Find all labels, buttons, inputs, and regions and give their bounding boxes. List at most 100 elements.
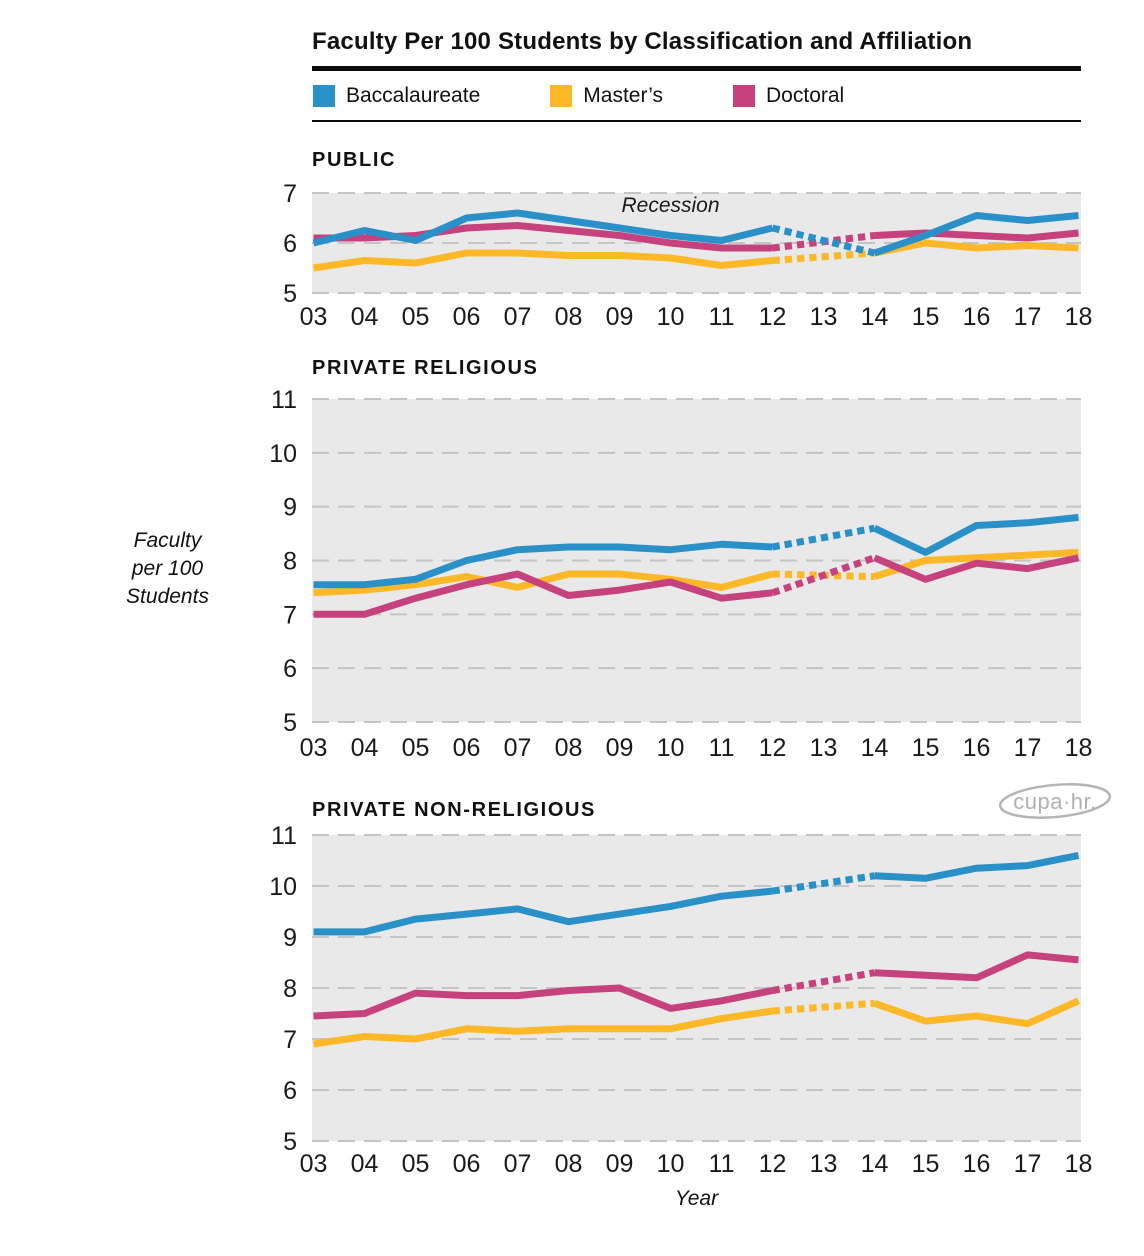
logo-text: cupa·hr.: [1013, 789, 1097, 814]
x-tick-label: 17: [1014, 303, 1042, 331]
legend-item-label: Baccalaureate: [346, 84, 481, 107]
x-tick-label: 10: [657, 734, 685, 762]
x-tick-label: 04: [351, 303, 379, 331]
series-baccalaureate-solid: [312, 209, 774, 247]
y-axis-label-line: Faculty: [133, 529, 202, 552]
x-tick-label: 14: [861, 734, 889, 762]
y-axis-label-line: per 100: [131, 557, 204, 580]
x-tick-label: 11: [709, 734, 735, 762]
y-tick-label: 8: [283, 975, 297, 1003]
series-masters-solid: [873, 239, 1079, 257]
y-tick-label: 6: [283, 655, 297, 683]
series-doctoral-dotted: [772, 232, 875, 252]
series-baccalaureate-dotted: [771, 872, 876, 895]
series-masters-solid: [313, 570, 774, 597]
series-baccalaureate-solid: [872, 513, 1079, 556]
y-tick-label: 7: [283, 180, 297, 208]
x-tick-label: 07: [504, 734, 532, 762]
x-tick-label: 17: [1014, 1150, 1042, 1178]
x-tick-label: 14: [861, 303, 889, 331]
title-divider: [312, 66, 1081, 71]
series-baccalaureate-solid: [873, 212, 1079, 257]
x-tick-label: 12: [759, 1150, 787, 1178]
y-tick-label: 5: [283, 280, 297, 308]
series-doctoral-solid: [313, 570, 773, 618]
series-baccalaureate-solid: [313, 887, 773, 936]
x-tick-label: 14: [861, 1150, 889, 1178]
logo-ellipse-icon: [998, 783, 1112, 819]
x-tick-label: 18: [1065, 734, 1093, 762]
plot-area: [312, 193, 1081, 293]
x-tick-label: 05: [402, 1150, 430, 1178]
series-baccalaureate-dotted: [771, 524, 876, 551]
chart-public: 7 6 503 04 05 06 07 08 09 10 11 12 13 14 15 16 17 18 Reces…: [283, 180, 1092, 331]
x-axis-label: Year: [674, 1187, 719, 1210]
x-tick-label: 06: [453, 1150, 481, 1178]
y-tick-label: 11: [271, 386, 297, 414]
panel-heading-private-non-religious: PRIVATE NON-RELIGIOUS: [312, 799, 596, 821]
panel-heading-private-religious: PRIVATE RELIGIOUS: [312, 357, 539, 379]
x-tick-label: 04: [351, 734, 379, 762]
x-tick-label: 12: [759, 303, 787, 331]
x-tick-label: 09: [606, 1150, 634, 1178]
series-masters-dotted: [772, 249, 875, 264]
x-tick-label: 03: [300, 734, 328, 762]
series-masters-solid: [312, 1007, 774, 1048]
series-masters-solid: [873, 997, 1080, 1028]
legend: Baccalaureate Master’s Doctoral: [313, 84, 844, 108]
x-tick-label: 18: [1065, 1150, 1093, 1178]
y-tick-label: 7: [283, 601, 297, 629]
chart-private-religious: 11 10 9 8 7 6 503 04 05 06 07 08 09 10 11 12 13 14 15 16 17 1…: [269, 386, 1092, 762]
panel-heading-public: PUBLIC: [312, 149, 397, 171]
x-tick-label: 13: [810, 1150, 838, 1178]
series-baccalaureate-solid: [874, 851, 1080, 882]
x-tick-label: 11: [709, 1150, 735, 1178]
legend-item-doctoral: Doctoral: [733, 84, 844, 108]
legend-item-masters: Master’s: [550, 84, 663, 108]
x-tick-label: 08: [555, 303, 583, 331]
x-tick-label: 08: [555, 1150, 583, 1178]
y-tick-label: 10: [269, 873, 297, 901]
doctoral-swatch-icon: [733, 85, 756, 107]
y-axis-label-line: Students: [126, 585, 209, 608]
legend-item-label: Doctoral: [766, 84, 845, 107]
x-tick-label: 10: [657, 303, 685, 331]
y-tick-label: 9: [283, 494, 297, 522]
x-tick-label: 15: [912, 734, 940, 762]
series-masters-solid: [312, 249, 773, 272]
y-tick-label: 5: [283, 1128, 297, 1156]
plot-area: [312, 835, 1081, 1141]
y-tick-label: 9: [283, 924, 297, 952]
legend-item-label: Master’s: [583, 84, 664, 107]
x-tick-label: 13: [810, 303, 838, 331]
legend-item-baccalaureate: Baccalaureate: [313, 84, 480, 108]
x-tick-label: 16: [963, 303, 991, 331]
x-tick-label: 11: [709, 303, 735, 331]
chart-private-non-religious: 11 10 9 8 7 6 503 04 05 06 07 08 09 10 11 12 13 14 15 16 17 1…: [269, 822, 1092, 1178]
y-tick-label: 5: [283, 709, 297, 737]
x-tick-label: 09: [606, 734, 634, 762]
series-masters-dotted: [772, 570, 875, 581]
x-tick-label: 07: [504, 303, 532, 331]
plot-area: [312, 399, 1081, 722]
y-axis-label: Faculty per 100 Students: [95, 527, 240, 611]
y-tick-label: 7: [283, 1026, 297, 1054]
x-tick-label: 09: [606, 303, 634, 331]
y-tick-label: 11: [271, 822, 297, 850]
x-tick-label: 06: [453, 734, 481, 762]
y-tick-label: 10: [269, 440, 297, 468]
series-doctoral-solid: [313, 222, 773, 252]
masters-swatch-icon: [550, 85, 573, 107]
legend-divider: [312, 120, 1081, 122]
x-tick-label: 04: [351, 1150, 379, 1178]
page-title: Faculty Per 100 Students by Classificati…: [312, 28, 973, 55]
x-tick-label: 03: [300, 1150, 328, 1178]
x-tick-label: 07: [504, 1150, 532, 1178]
series-doctoral-dotted: [771, 969, 876, 994]
x-tick-label: 03: [300, 303, 328, 331]
y-tick-label: 6: [283, 1077, 297, 1105]
series-masters-dotted: [772, 999, 875, 1015]
x-tick-label: 05: [402, 303, 430, 331]
